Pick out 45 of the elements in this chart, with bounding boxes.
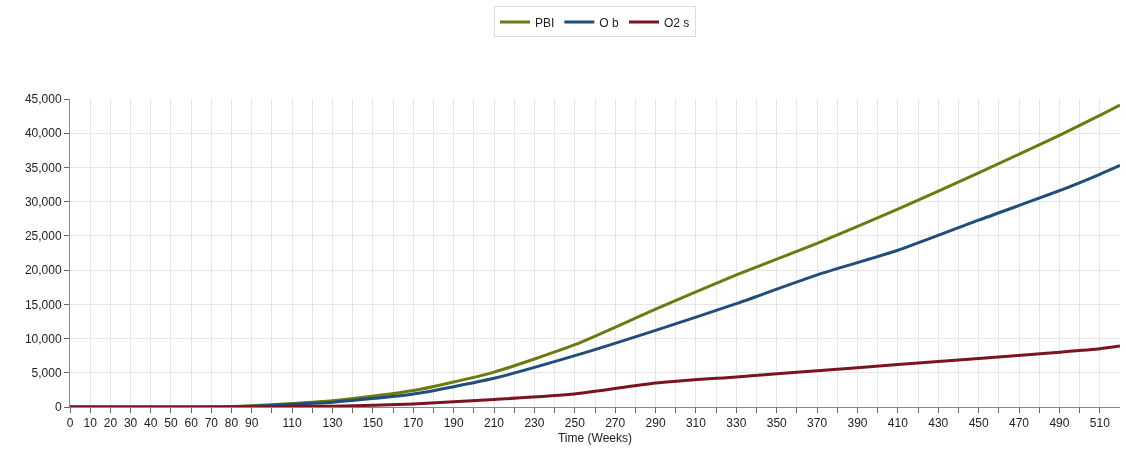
x-tick-label: 230 — [524, 416, 545, 431]
legend-label: O2 s — [664, 15, 690, 30]
x-tick-label: 270 — [605, 416, 626, 431]
x-tick-label: 170 — [403, 416, 424, 431]
x-tick-label: 130 — [322, 416, 343, 431]
x-tick-label: 50 — [164, 416, 178, 431]
y-tick-label: 5,000 — [31, 365, 62, 380]
x-tick-label: 350 — [766, 416, 788, 431]
x-tick-label: 90 — [245, 416, 259, 431]
x-tick-label: 430 — [928, 416, 949, 431]
y-tick-label: 20,000 — [24, 263, 62, 278]
x-tick-label: 40 — [144, 416, 158, 431]
x-tick-label: 20 — [103, 416, 118, 431]
x-tick-label: 450 — [968, 416, 989, 431]
legend-label: PBI — [535, 15, 555, 30]
y-tick-label: 10,000 — [24, 331, 62, 346]
x-axis-title: Time (Weeks) — [557, 431, 633, 446]
x-tick-label: 370 — [807, 416, 828, 431]
y-tick-label: 15,000 — [24, 297, 62, 312]
x-tick-label: 510 — [1089, 416, 1111, 431]
x-tick-label: 250 — [564, 416, 586, 431]
x-tick-label: 10 — [83, 416, 98, 431]
x-tick-label: 110 — [282, 416, 303, 431]
x-tick-label: 60 — [184, 416, 199, 431]
y-tick-label: 25,000 — [24, 229, 62, 244]
x-tick-label: 290 — [645, 416, 666, 431]
x-tick-label: 30 — [123, 416, 138, 431]
x-tick-label: 150 — [362, 416, 384, 431]
x-tick-label: 410 — [887, 416, 909, 431]
x-tick-label: 310 — [685, 416, 707, 431]
y-tick-label: 0 — [54, 400, 62, 415]
x-tick-label: 330 — [726, 416, 747, 431]
x-tick-label: 0 — [66, 416, 74, 431]
x-tick-label: 70 — [204, 416, 219, 431]
x-tick-label: 210 — [484, 416, 505, 431]
y-tick-label: 30,000 — [24, 194, 62, 209]
x-tick-label: 490 — [1049, 416, 1070, 431]
legend-label: O b — [599, 15, 620, 30]
x-tick-label: 390 — [847, 416, 868, 431]
y-tick-label: 45,000 — [24, 92, 62, 107]
y-tick-label: 35,000 — [24, 160, 62, 175]
x-tick-label: 470 — [1009, 416, 1030, 431]
x-tick-label: 80 — [224, 416, 239, 431]
x-tick-label: 190 — [443, 416, 464, 431]
y-tick-label: 40,000 — [24, 126, 62, 141]
